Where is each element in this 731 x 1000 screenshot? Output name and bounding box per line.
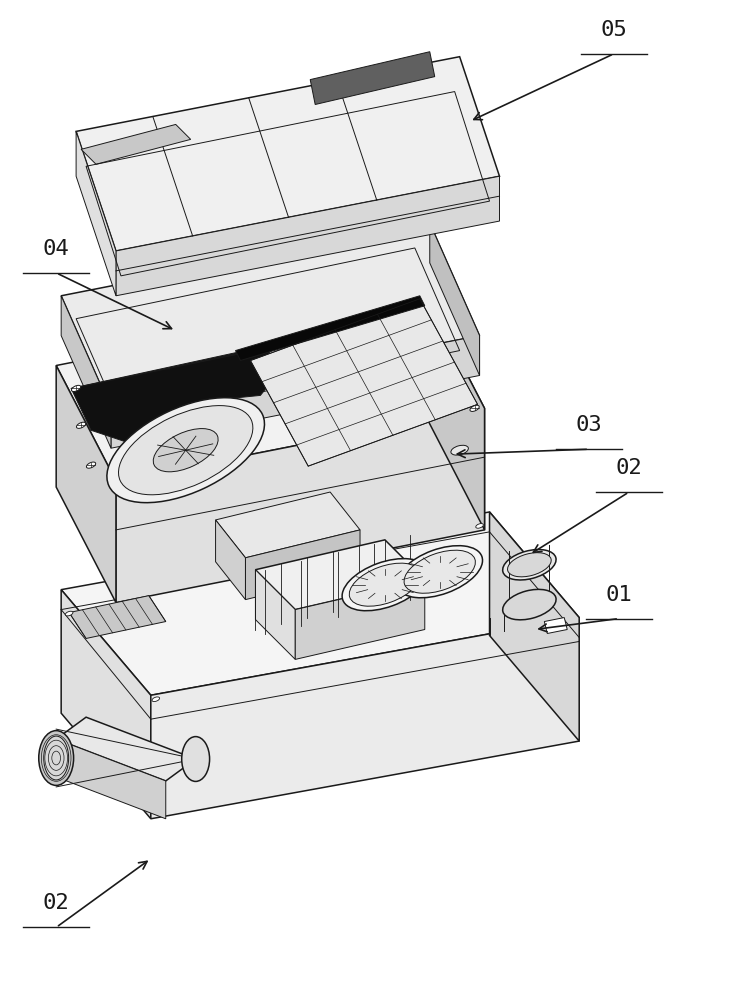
Text: 03: 03 — [576, 415, 602, 435]
Polygon shape — [116, 176, 499, 296]
Polygon shape — [61, 512, 579, 695]
Ellipse shape — [86, 462, 96, 468]
Polygon shape — [69, 596, 166, 638]
Polygon shape — [111, 336, 480, 448]
Ellipse shape — [154, 429, 218, 472]
Text: 05: 05 — [601, 20, 627, 40]
Ellipse shape — [182, 737, 210, 781]
Polygon shape — [255, 540, 425, 610]
Polygon shape — [61, 223, 480, 408]
Ellipse shape — [39, 731, 74, 785]
Polygon shape — [295, 580, 425, 659]
Ellipse shape — [470, 405, 480, 411]
Polygon shape — [116, 408, 485, 603]
Polygon shape — [545, 618, 567, 633]
Text: 01: 01 — [606, 585, 632, 605]
Polygon shape — [56, 366, 116, 603]
Ellipse shape — [77, 422, 86, 428]
Ellipse shape — [507, 553, 551, 577]
Ellipse shape — [451, 445, 469, 455]
Ellipse shape — [72, 385, 80, 392]
Ellipse shape — [152, 697, 159, 702]
Polygon shape — [310, 52, 435, 105]
Polygon shape — [56, 717, 196, 781]
Polygon shape — [56, 293, 485, 481]
Polygon shape — [81, 124, 191, 164]
Polygon shape — [251, 299, 477, 466]
Polygon shape — [216, 492, 360, 558]
Ellipse shape — [107, 398, 265, 503]
Polygon shape — [76, 131, 116, 296]
Ellipse shape — [476, 524, 483, 528]
Ellipse shape — [503, 589, 556, 620]
Text: 02: 02 — [616, 458, 643, 478]
Ellipse shape — [349, 563, 420, 606]
Polygon shape — [56, 739, 166, 819]
Ellipse shape — [404, 550, 475, 593]
Polygon shape — [61, 590, 151, 819]
Ellipse shape — [44, 736, 69, 780]
Polygon shape — [246, 530, 360, 600]
Polygon shape — [71, 349, 280, 445]
Polygon shape — [216, 520, 246, 600]
Text: 04: 04 — [43, 239, 69, 259]
Ellipse shape — [65, 611, 73, 616]
Text: 02: 02 — [43, 893, 69, 913]
Polygon shape — [61, 296, 111, 448]
Polygon shape — [151, 618, 579, 819]
Ellipse shape — [118, 406, 253, 495]
Ellipse shape — [397, 546, 482, 598]
Polygon shape — [235, 296, 425, 361]
Polygon shape — [255, 570, 295, 659]
Ellipse shape — [342, 559, 428, 611]
Polygon shape — [490, 512, 579, 741]
Polygon shape — [425, 293, 485, 530]
Ellipse shape — [503, 550, 556, 580]
Polygon shape — [76, 57, 499, 251]
Polygon shape — [430, 223, 480, 375]
Polygon shape — [71, 351, 265, 413]
